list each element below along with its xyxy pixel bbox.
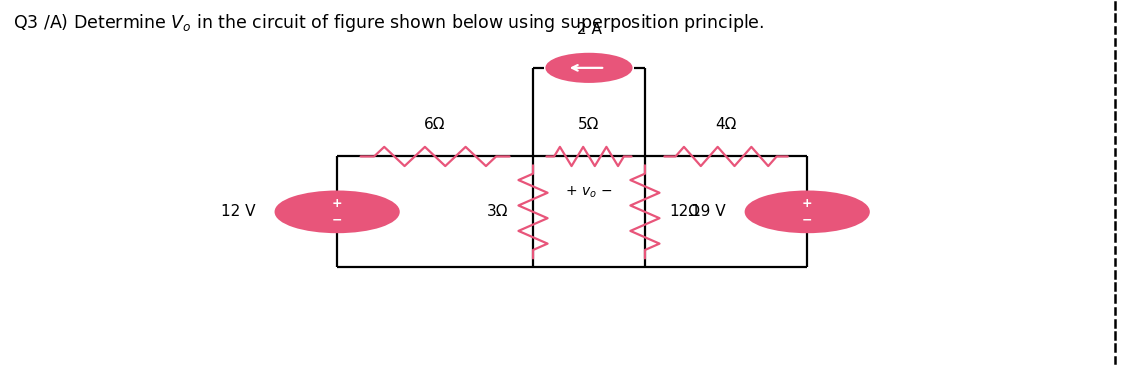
- Text: −: −: [332, 214, 342, 227]
- Text: 19 V: 19 V: [691, 204, 726, 219]
- Text: 3Ω: 3Ω: [487, 204, 508, 219]
- Circle shape: [546, 54, 632, 82]
- Text: −: −: [802, 214, 812, 227]
- Circle shape: [746, 192, 868, 232]
- Text: + $v_o$ −: + $v_o$ −: [565, 184, 613, 199]
- Text: 6Ω: 6Ω: [424, 118, 445, 132]
- Text: Q3 /A) Determine $V_o$ in the circuit of figure shown below using superposition : Q3 /A) Determine $V_o$ in the circuit of…: [12, 13, 764, 35]
- Text: 5Ω: 5Ω: [578, 118, 599, 132]
- Text: 4Ω: 4Ω: [716, 118, 737, 132]
- Text: 2 A: 2 A: [577, 22, 601, 37]
- Text: 12Ω: 12Ω: [670, 204, 700, 219]
- Circle shape: [276, 192, 398, 232]
- Text: +: +: [332, 197, 342, 210]
- Text: 12 V: 12 V: [221, 204, 256, 219]
- Text: +: +: [802, 197, 812, 210]
